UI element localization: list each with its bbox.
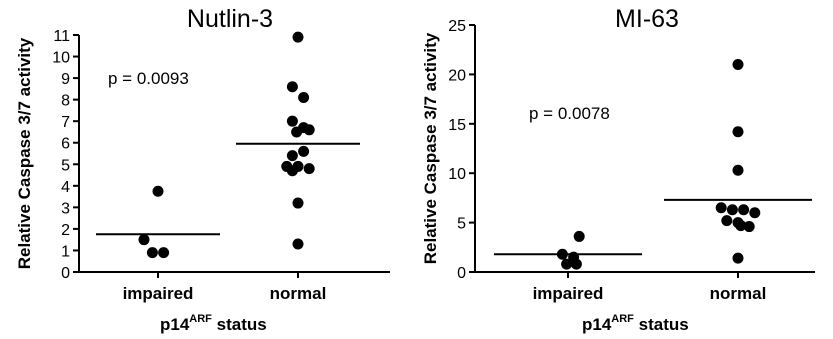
data-point xyxy=(735,220,747,232)
mi-63-panel: MI-63 0 5 10 15 20 25 impaired normal Relative Ca… xyxy=(421,5,815,334)
x-tick-label-impaired: impaired xyxy=(533,284,604,303)
x-tick-label-normal: normal xyxy=(270,284,327,303)
data-point xyxy=(286,150,298,162)
p-value-annotation: p = 0.0093 xyxy=(108,69,189,88)
data-point xyxy=(286,81,298,93)
data-point xyxy=(738,204,750,216)
data-point xyxy=(286,165,298,177)
data-point xyxy=(291,126,303,138)
data-point xyxy=(303,124,315,136)
chart-title: MI-63 xyxy=(615,5,679,33)
data-point xyxy=(152,185,164,197)
y-tick-label: 0 xyxy=(61,265,70,282)
y-tick-label: 5 xyxy=(61,157,70,174)
data-point xyxy=(715,202,727,214)
data-point xyxy=(158,247,170,259)
y-axis-title: Relative Caspase 3/7 activity xyxy=(15,37,34,269)
y-axis-title: Relative Caspase 3/7 activity xyxy=(421,32,440,264)
data-point xyxy=(570,258,582,270)
y-tick-label: 4 xyxy=(61,179,70,196)
y-tick-label: 9 xyxy=(61,71,70,88)
data-point xyxy=(732,126,744,138)
y-tick-label: 11 xyxy=(53,28,70,45)
data-point xyxy=(732,164,744,176)
data-point xyxy=(292,31,304,43)
x-axis-title: p14ARF status xyxy=(160,313,267,334)
nutlin-3-panel: Nutlin-3 0 1 2 3 4 5 6 7 8 9 10 11 impaired normal Rela… xyxy=(15,5,390,334)
data-point xyxy=(556,248,568,260)
data-point xyxy=(732,59,744,71)
chart-title: Nutlin-3 xyxy=(187,5,273,33)
data-point xyxy=(726,204,738,216)
y-tick-label: 5 xyxy=(457,216,466,233)
data-point xyxy=(286,115,298,127)
data-point xyxy=(298,91,310,103)
data-point xyxy=(721,215,733,227)
y-tick-label: 15 xyxy=(448,117,466,134)
data-point xyxy=(732,252,744,264)
data-point xyxy=(743,221,755,233)
x-tick-label-normal: normal xyxy=(710,284,767,303)
y-tick-label: 25 xyxy=(448,18,466,35)
y-tick-label: 1 xyxy=(61,243,70,260)
x-tick-label-impaired: impaired xyxy=(123,284,194,303)
y-tick-label: 7 xyxy=(61,114,70,131)
data-point xyxy=(573,230,585,242)
data-point xyxy=(146,247,158,259)
y-tick-label: 6 xyxy=(61,136,70,153)
y-tick-label: 10 xyxy=(52,50,70,67)
data-point xyxy=(303,163,315,175)
x-axis-title: p14ARF status xyxy=(582,313,689,334)
data-point xyxy=(298,145,310,157)
y-tick-label: 3 xyxy=(61,200,70,217)
y-tick-label: 10 xyxy=(448,166,466,183)
y-tick-label: 0 xyxy=(457,265,466,282)
data-point xyxy=(292,197,304,209)
data-point xyxy=(749,207,761,219)
p-value-annotation: p = 0.0078 xyxy=(529,104,610,123)
data-point xyxy=(292,238,304,250)
y-tick-label: 2 xyxy=(61,222,70,239)
y-tick-label: 8 xyxy=(61,93,70,110)
data-point xyxy=(561,258,573,270)
y-tick-label: 20 xyxy=(448,67,466,84)
data-point xyxy=(138,234,150,246)
